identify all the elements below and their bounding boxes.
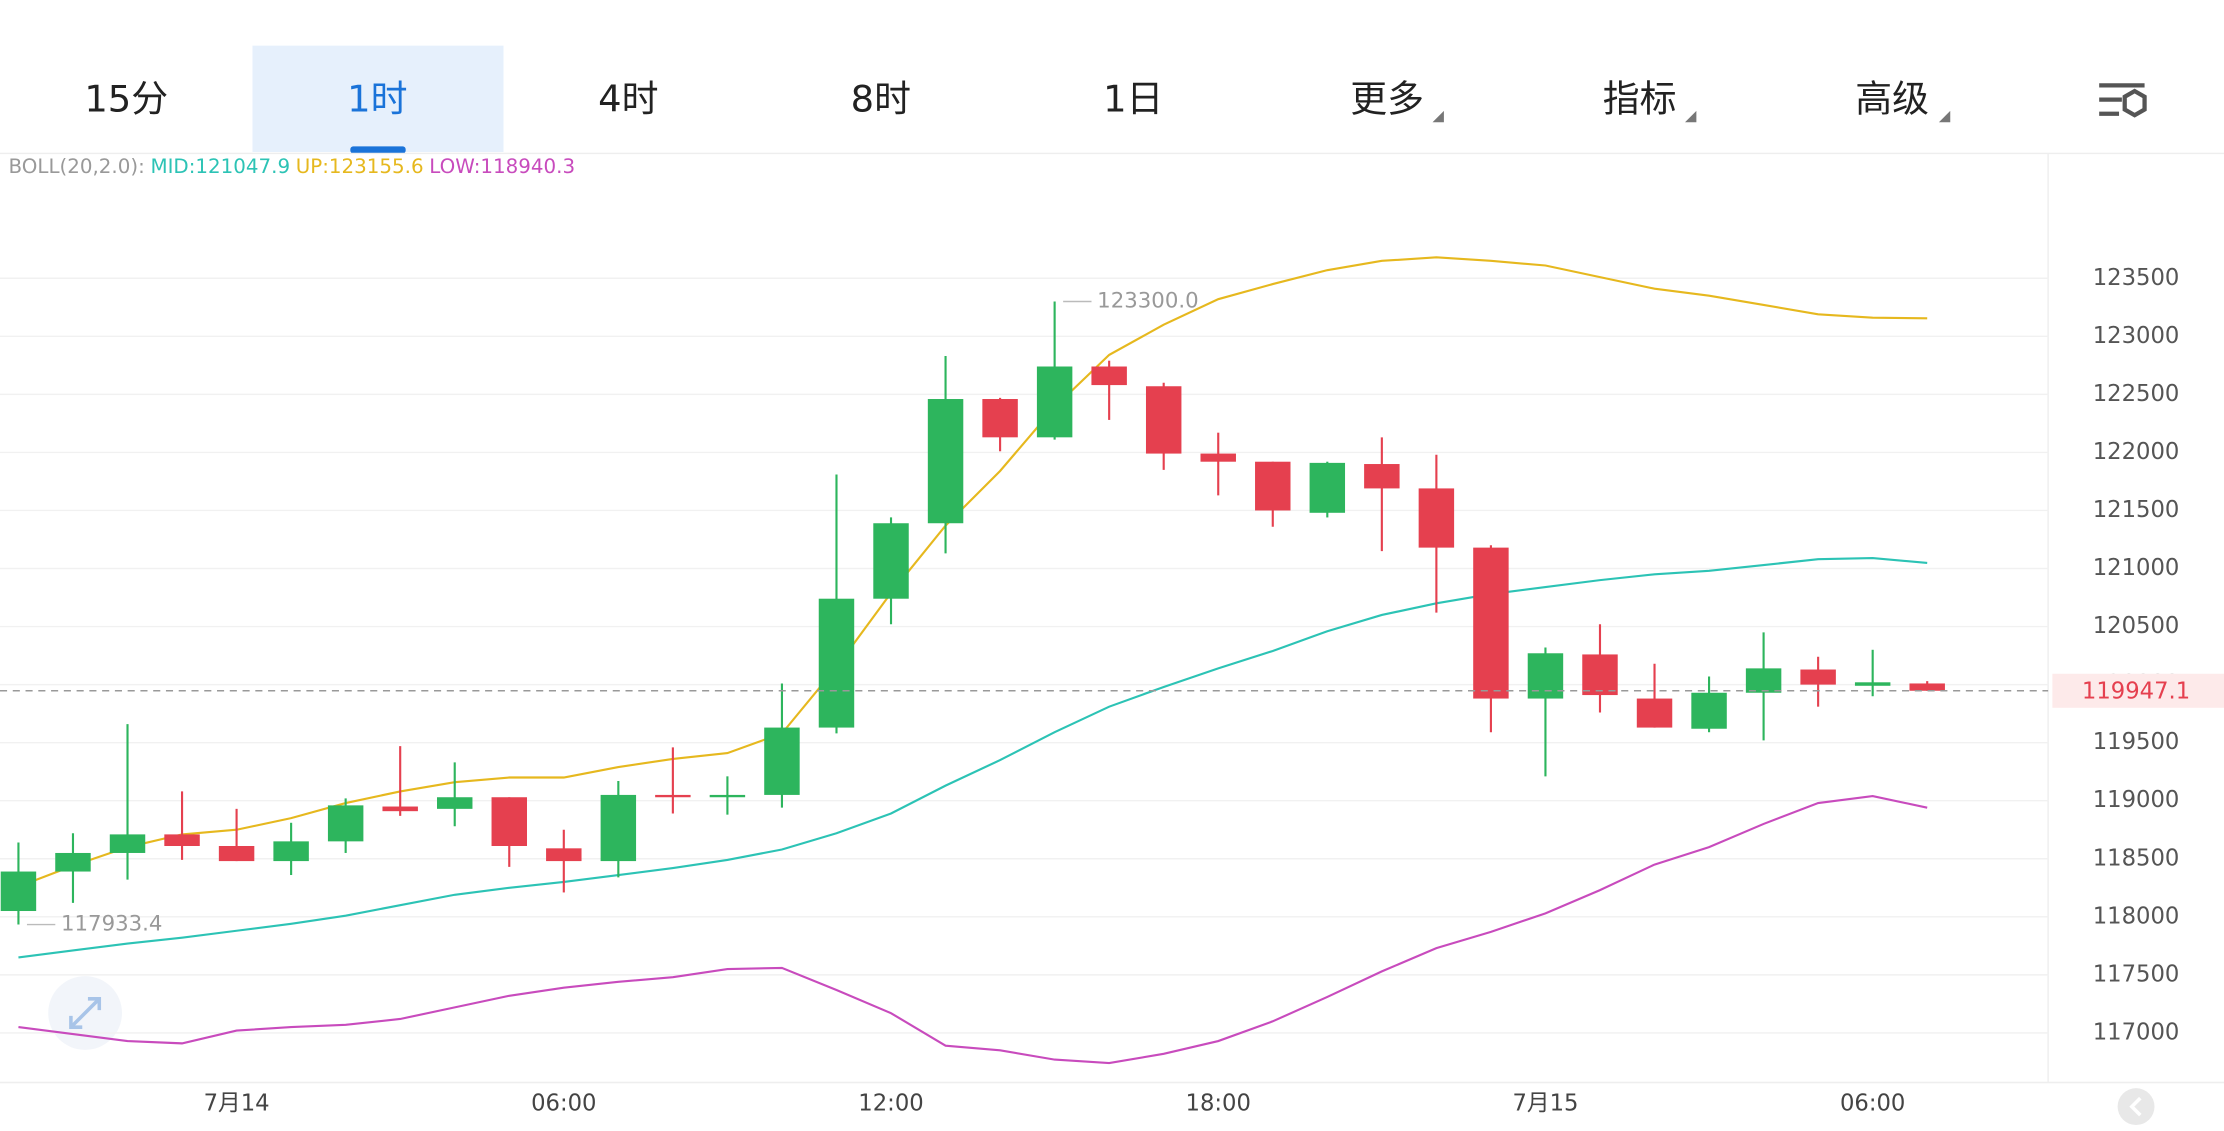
candle-body [1200, 453, 1236, 462]
candle-body [600, 794, 637, 862]
candle-body [873, 523, 909, 599]
candle-body [109, 834, 146, 853]
timeframe-tab[interactable]: 4时 [598, 77, 658, 120]
tab-selected-bg [252, 45, 504, 153]
candle-body [764, 727, 800, 795]
candle-body [1745, 668, 1782, 693]
y-tick-label: 122000 [2093, 439, 2180, 465]
y-tick-label: 120500 [2093, 613, 2180, 639]
candle-body [327, 805, 364, 842]
candle-body [436, 797, 473, 809]
dropdown-arrow [1938, 110, 1951, 123]
y-tick-label: 117000 [2093, 1019, 2180, 1045]
candle-body [273, 841, 309, 862]
y-tick-label: 123000 [2093, 323, 2180, 349]
candle-body [546, 848, 582, 862]
indicator-legend: UP:123155.6 [296, 155, 424, 178]
candle-body [55, 852, 91, 872]
candle-body [1527, 653, 1564, 699]
dropdown-arrow [1432, 110, 1444, 123]
timeframe-tab[interactable]: 高级 [1855, 77, 1929, 120]
candle-body [1364, 464, 1400, 489]
candle-body [491, 797, 527, 846]
candle-body [655, 794, 691, 798]
candle-body [1854, 682, 1891, 686]
y-tick-label: 117500 [2093, 961, 2180, 987]
candle-body [1091, 366, 1127, 386]
y-tick-label: 119500 [2093, 729, 2180, 755]
x-tick-label: 12:00 [858, 1090, 923, 1116]
candle-body [1473, 547, 1509, 699]
last-price-label: 119947.1 [2082, 679, 2190, 705]
y-tick-label: 122500 [2093, 381, 2180, 407]
dropdown-arrow [1685, 110, 1697, 123]
candle-body [164, 834, 200, 846]
annotation-label: 117933.4 [61, 912, 162, 937]
timeframe-tab[interactable]: 指标 [1603, 77, 1677, 120]
candle-body [818, 598, 855, 728]
timeframe-tab[interactable]: 8时 [851, 77, 911, 120]
candle-body [1145, 386, 1182, 454]
indicator-legend: LOW:118940.3 [429, 155, 575, 178]
x-tick-label: 18:00 [1186, 1090, 1251, 1116]
x-tick-label: 7月14 [204, 1090, 270, 1116]
candle-body [218, 845, 255, 862]
candle-body [1691, 692, 1727, 729]
y-tick-label: 121000 [2093, 555, 2180, 581]
y-tick-label: 119000 [2093, 787, 2180, 813]
indicator-legend: BOLL(20,2.0): [9, 155, 145, 178]
candle-body [1255, 461, 1291, 511]
scroll-end-button[interactable] [2117, 1088, 2155, 1126]
candle-body [982, 399, 1018, 438]
y-tick-label: 121500 [2093, 497, 2180, 523]
candle-body [1309, 462, 1346, 513]
timeframe-tab[interactable]: 1日 [1103, 77, 1163, 120]
indicator-legend: MID:121047.9 [150, 155, 290, 178]
y-tick-label: 118500 [2093, 845, 2180, 871]
x-tick-label: 7月15 [1512, 1090, 1578, 1116]
candle-body [0, 871, 37, 912]
candle-body [1418, 488, 1455, 548]
expand-icon [69, 997, 102, 1029]
boll-line [18, 794, 1928, 1065]
last-price-box [2052, 673, 2224, 708]
boll-line [18, 557, 1928, 959]
x-tick-label: 06:00 [531, 1090, 596, 1116]
tab-indicator [350, 146, 406, 154]
candle-body [1036, 366, 1073, 438]
candle-body [1636, 698, 1673, 728]
timeframe-tab[interactable]: 更多 [1350, 77, 1424, 120]
candle-body [1800, 669, 1836, 685]
annotation-label: 123300.0 [1097, 288, 1198, 313]
candle-body [1909, 683, 1945, 691]
boll-line [18, 256, 1928, 888]
settings-icon[interactable] [2099, 83, 2147, 118]
y-tick-label: 118000 [2093, 903, 2180, 929]
scroll-end-icon [2129, 1096, 2142, 1117]
candle-body [927, 399, 964, 524]
candle-body [382, 806, 418, 812]
x-tick-label: 06:00 [1840, 1090, 1905, 1116]
candle-body [709, 794, 746, 798]
candle-body [1582, 654, 1618, 696]
y-tick-label: 123500 [2093, 265, 2180, 291]
timeframe-tab[interactable]: 1时 [347, 77, 407, 120]
timeframe-tab[interactable]: 15分 [84, 77, 168, 120]
